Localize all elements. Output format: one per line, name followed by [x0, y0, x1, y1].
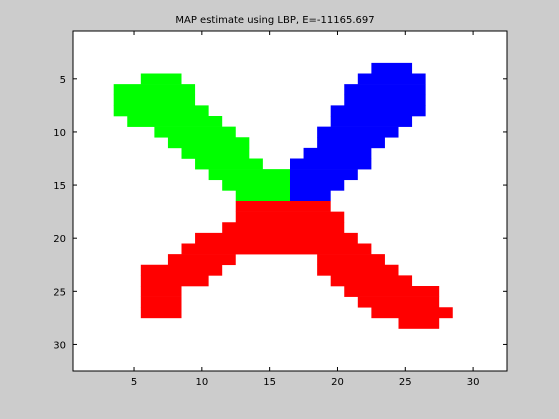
x-tick-label-10: 10 — [195, 377, 208, 388]
axis-ticks — [73, 31, 507, 371]
cell-run-red-16 — [371, 307, 453, 319]
cell-run-red-8 — [317, 264, 399, 276]
cell-run-green-7 — [181, 147, 250, 159]
cell-run-red-15 — [140, 307, 182, 319]
y-tick-label-15: 15 — [53, 181, 66, 192]
x-tick-label-5: 5 — [131, 377, 137, 388]
cell-run-red-13 — [140, 296, 182, 308]
x-tick-label-15: 15 — [263, 377, 276, 388]
cell-run-green-11 — [235, 190, 290, 202]
cell-run-red-1 — [235, 211, 345, 223]
cell-run-blue-12 — [290, 190, 331, 202]
cell-run-blue-1 — [357, 73, 426, 85]
chart-title: MAP estimate using LBP, E=-11165.697 — [175, 15, 374, 26]
cell-run-green-6 — [167, 137, 250, 149]
cell-run-green-5 — [154, 126, 236, 138]
cell-run-blue-11 — [290, 179, 345, 191]
cell-run-green-9 — [208, 169, 291, 181]
cell-run-red-14 — [357, 296, 440, 308]
cell-run-blue-6 — [317, 126, 399, 138]
cell-run-blue-9 — [290, 158, 372, 170]
segmentation-map — [113, 62, 453, 329]
cell-run-red-2 — [222, 222, 345, 234]
cell-run-blue-5 — [330, 116, 413, 127]
cell-run-blue-8 — [303, 147, 372, 159]
cell-run-blue-2 — [344, 84, 426, 96]
cell-run-red-9 — [140, 275, 209, 287]
y-tick-label-30: 30 — [53, 340, 66, 351]
cell-run-green-8 — [195, 158, 263, 170]
x-tick-label-25: 25 — [399, 377, 412, 388]
cell-run-red-11 — [140, 286, 182, 297]
cell-run-green-4 — [127, 116, 223, 127]
cell-run-green-2 — [113, 94, 196, 106]
cell-run-red-17 — [398, 317, 440, 329]
cell-run-blue-0 — [371, 62, 413, 74]
cell-run-red-12 — [344, 286, 440, 297]
y-tick-label-5: 5 — [60, 75, 66, 86]
cell-run-blue-3 — [344, 94, 426, 106]
cell-run-blue-7 — [317, 137, 385, 149]
y-tick-label-20: 20 — [53, 234, 66, 245]
y-tick-label-10: 10 — [53, 128, 66, 139]
cell-run-red-5 — [167, 254, 236, 266]
x-axis: 5 10 15 20 25 30 — [131, 377, 480, 388]
cell-run-red-3 — [195, 232, 358, 244]
cell-run-green-3 — [113, 105, 209, 117]
cell-run-red-10 — [330, 275, 413, 287]
cell-run-green-1 — [113, 84, 196, 96]
cell-run-green-10 — [222, 179, 290, 191]
cell-run-blue-10 — [290, 169, 358, 181]
cell-run-red-7 — [140, 264, 223, 276]
y-axis: 5 10 15 20 25 30 — [53, 75, 66, 352]
cell-run-red-6 — [317, 254, 385, 266]
cell-run-blue-4 — [330, 105, 426, 117]
cell-run-red-0 — [235, 201, 331, 212]
cell-run-red-4 — [181, 243, 372, 255]
x-tick-label-30: 30 — [467, 377, 480, 388]
y-tick-label-25: 25 — [53, 287, 66, 298]
cell-run-green-0 — [140, 73, 182, 85]
x-tick-label-20: 20 — [331, 377, 344, 388]
plot-frame — [72, 30, 508, 372]
